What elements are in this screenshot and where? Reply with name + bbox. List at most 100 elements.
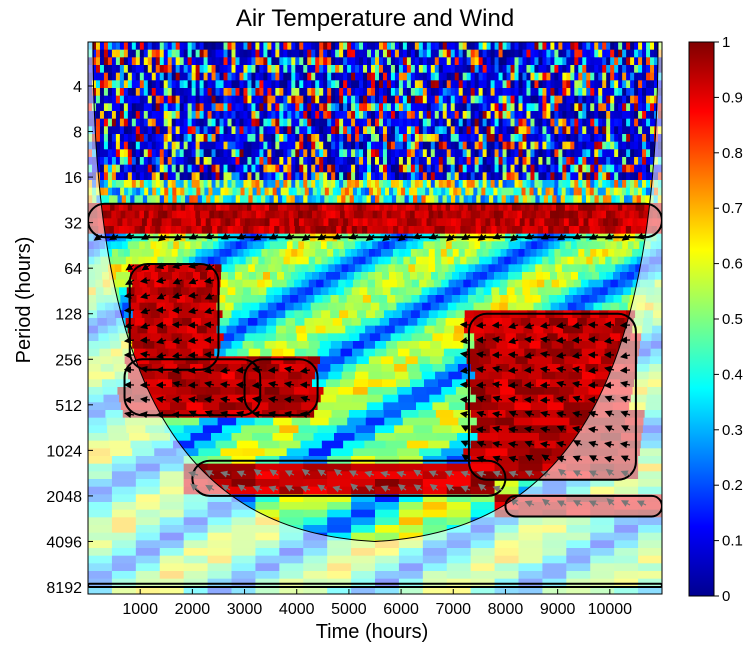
heatmap-cell bbox=[466, 379, 481, 388]
heatmap-cell bbox=[466, 180, 472, 189]
heatmap-cell bbox=[242, 279, 251, 288]
heatmap-cell bbox=[378, 118, 384, 127]
heatmap-cell bbox=[294, 348, 307, 357]
heatmap-cell bbox=[410, 103, 416, 112]
heatmap-cell bbox=[478, 57, 484, 66]
heatmap-cell bbox=[572, 325, 584, 334]
heatmap-cell bbox=[506, 149, 512, 158]
heatmap-cell bbox=[181, 333, 193, 342]
heatmap-cell bbox=[191, 72, 197, 81]
heatmap-cell bbox=[530, 88, 536, 97]
heatmap-cell bbox=[199, 103, 205, 112]
heatmap-cell bbox=[231, 172, 237, 181]
heatmap-cell bbox=[381, 364, 395, 373]
heatmap-cell bbox=[522, 57, 528, 66]
heatmap-cell bbox=[482, 57, 488, 66]
heatmap-cell bbox=[358, 195, 363, 204]
heatmap-cell bbox=[212, 187, 218, 196]
heatmap-cell bbox=[279, 103, 284, 112]
heatmap-cell bbox=[229, 318, 240, 327]
heatmap-cell bbox=[375, 180, 380, 189]
heatmap-cell bbox=[398, 164, 404, 173]
heatmap-cell bbox=[150, 310, 161, 319]
heatmap-cell bbox=[558, 111, 563, 120]
heatmap-cell bbox=[514, 157, 520, 166]
heatmap-cell bbox=[91, 80, 97, 89]
heatmap-cell bbox=[460, 218, 467, 227]
heatmap-cell bbox=[175, 65, 181, 74]
heatmap-cell bbox=[159, 195, 165, 204]
heatmap-cell bbox=[578, 210, 584, 219]
heatmap-cell bbox=[339, 157, 344, 166]
heatmap-cell bbox=[164, 364, 178, 373]
heatmap-cell bbox=[320, 187, 326, 196]
heatmap-cell bbox=[394, 141, 400, 150]
heatmap-cell bbox=[328, 333, 340, 342]
heatmap-cell bbox=[382, 111, 388, 120]
heatmap-cell bbox=[283, 103, 288, 112]
heatmap-cell bbox=[111, 80, 117, 89]
heatmap-cell bbox=[578, 57, 583, 66]
heatmap-cell bbox=[429, 287, 438, 296]
heatmap-cell bbox=[590, 249, 597, 258]
heatmap-cell bbox=[111, 126, 117, 135]
heatmap-cell bbox=[308, 203, 314, 212]
heatmap-cell bbox=[195, 72, 201, 81]
heatmap-cell bbox=[594, 134, 599, 143]
heatmap-cell bbox=[156, 218, 163, 227]
heatmap-cell bbox=[279, 226, 286, 235]
heatmap-cell bbox=[127, 164, 133, 173]
heatmap-cell bbox=[482, 149, 488, 158]
heatmap-cell bbox=[319, 302, 329, 311]
heatmap-cell bbox=[394, 88, 400, 97]
heatmap-cell bbox=[303, 164, 308, 173]
heatmap-cell bbox=[574, 72, 579, 81]
heatmap-cell bbox=[239, 95, 245, 104]
heatmap-cell bbox=[370, 295, 380, 304]
heatmap-cell bbox=[478, 80, 484, 89]
heatmap-cell bbox=[302, 210, 308, 219]
heatmap-cell bbox=[449, 226, 456, 235]
heatmap-cell bbox=[613, 295, 623, 304]
heatmap-cell bbox=[131, 72, 137, 81]
heatmap-cell bbox=[207, 172, 213, 181]
heatmap-cell bbox=[351, 57, 356, 66]
heatmap-cell bbox=[494, 141, 500, 150]
heatmap-cell bbox=[490, 80, 496, 89]
heatmap-cell bbox=[299, 172, 304, 181]
heatmap-cell bbox=[231, 111, 237, 120]
heatmap-cell bbox=[617, 256, 625, 265]
heatmap-cell bbox=[553, 325, 564, 334]
heatmap-cell bbox=[119, 287, 128, 296]
heatmap-cell bbox=[422, 65, 428, 74]
heatmap-cell bbox=[176, 218, 182, 227]
heatmap-cell bbox=[638, 118, 643, 127]
heatmap-cell bbox=[296, 333, 308, 342]
heatmap-cell bbox=[99, 103, 105, 112]
heatmap-cell bbox=[319, 172, 324, 181]
heatmap-cell bbox=[586, 203, 592, 212]
heatmap-cell bbox=[458, 88, 464, 97]
heatmap-cell bbox=[168, 264, 176, 273]
heatmap-cell bbox=[453, 333, 465, 342]
heatmap-cell bbox=[410, 72, 416, 81]
heatmap-cell bbox=[518, 134, 524, 143]
heatmap-cell bbox=[378, 134, 384, 143]
heatmap-cell bbox=[550, 126, 555, 135]
heatmap-cell bbox=[510, 103, 516, 112]
heatmap-cell bbox=[482, 88, 488, 97]
heatmap-cell bbox=[352, 218, 359, 227]
heatmap-cell bbox=[211, 203, 217, 212]
heatmap-cell bbox=[355, 72, 360, 81]
heatmap-cell bbox=[299, 134, 304, 143]
heatmap-cell bbox=[466, 72, 472, 81]
heatmap-cell bbox=[231, 141, 237, 150]
heatmap-cell bbox=[446, 72, 452, 81]
heatmap-cell bbox=[614, 103, 619, 112]
heatmap-cell bbox=[410, 126, 416, 135]
heatmap-cell bbox=[275, 341, 288, 350]
heatmap-cell bbox=[594, 172, 599, 181]
heatmap-cell bbox=[223, 195, 228, 204]
heatmap-cell bbox=[502, 126, 508, 135]
heatmap-cell bbox=[436, 318, 447, 327]
